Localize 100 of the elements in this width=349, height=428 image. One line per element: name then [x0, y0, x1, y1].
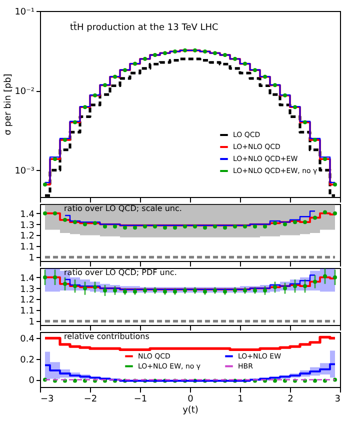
point: [113, 74, 117, 79]
point: [143, 224, 147, 228]
point: [93, 93, 97, 98]
point: [133, 62, 137, 66]
y-tick-label: 10⁻²: [14, 87, 35, 98]
x-tick-label: 2: [288, 394, 294, 404]
point: [323, 274, 327, 278]
point: [183, 48, 187, 52]
point: [293, 284, 297, 288]
x-tick-label: −3: [40, 394, 54, 404]
y-tick-label: 1.2: [20, 232, 34, 242]
x-tick-label: 0: [188, 394, 194, 404]
point: [243, 62, 247, 66]
point: [253, 68, 257, 72]
point: [313, 216, 317, 220]
y-tick-label: 1.2: [20, 296, 34, 306]
point: [73, 284, 77, 288]
y-tick-label: 1.4: [20, 274, 35, 284]
point: [213, 224, 217, 228]
point: [273, 83, 277, 88]
point: [303, 120, 307, 124]
point: [43, 275, 47, 280]
point: [333, 182, 337, 187]
point: [303, 220, 307, 224]
y-tick-label: 10⁻¹: [14, 8, 35, 18]
point: [103, 288, 107, 292]
y-tick-label: 0.2: [20, 355, 34, 366]
point: [223, 226, 227, 230]
point: [83, 105, 87, 110]
chart-title: relative contributions: [64, 332, 150, 341]
point: [63, 282, 67, 286]
point: [273, 221, 277, 226]
point: [223, 53, 227, 57]
point: [113, 224, 117, 228]
point: [143, 56, 147, 61]
point: [103, 83, 107, 88]
point: [63, 138, 67, 142]
point: [93, 285, 97, 290]
point: [133, 226, 137, 230]
point: [173, 49, 177, 54]
y-tick-label: 1: [28, 254, 34, 264]
point: [273, 285, 277, 290]
point: [233, 224, 237, 228]
point: [53, 275, 57, 280]
point: [53, 211, 57, 216]
point: [333, 275, 337, 280]
point: [293, 105, 297, 110]
point: [213, 51, 217, 56]
point: [233, 56, 237, 61]
point: [163, 51, 167, 56]
point: [123, 226, 127, 230]
point: [313, 138, 317, 142]
x-tick-label: −2: [84, 394, 98, 404]
point: [83, 222, 87, 226]
point: [173, 226, 177, 230]
point: [263, 74, 267, 79]
point: [53, 157, 57, 162]
point: [293, 220, 297, 224]
text: tt̄H production at the 13 TeV LHC: [70, 21, 218, 33]
y-tick-label: 1.3: [20, 220, 34, 231]
chart-title: ratio over LO QCD; scale unc.: [64, 204, 182, 213]
point: [283, 222, 287, 226]
x-tick-label: 1: [238, 394, 244, 404]
x-tick-label: −1: [134, 394, 148, 404]
y-tick-label: 10⁻³: [14, 166, 35, 177]
point: [93, 221, 97, 226]
point: [323, 157, 327, 162]
point: [73, 120, 77, 124]
point: [163, 226, 167, 230]
point: [103, 224, 107, 228]
point: [83, 286, 87, 290]
point: [203, 226, 207, 230]
point: [203, 49, 207, 54]
point: [303, 284, 307, 288]
point: [333, 211, 337, 216]
point: [283, 286, 287, 290]
y-tick-label: 1: [28, 318, 34, 328]
y-tick-label: 1.1: [20, 306, 34, 317]
point: [43, 211, 47, 216]
y-tick-label: 0.4: [20, 334, 35, 345]
x-tick-label: 3: [334, 394, 340, 404]
y-tick-label: 1.3: [20, 284, 34, 295]
point: [323, 210, 327, 214]
point: [253, 224, 257, 228]
point: [183, 224, 187, 228]
point: [283, 93, 287, 98]
point: [63, 218, 67, 222]
y-axis-title: σ per bin [pb]: [4, 74, 14, 136]
point: [113, 288, 117, 292]
point: [313, 280, 317, 284]
point: [243, 224, 247, 228]
x-axis-title: y(t): [182, 406, 198, 416]
point: [73, 220, 77, 224]
point: [153, 53, 157, 57]
point: [263, 288, 267, 292]
y-tick-label: 0: [28, 376, 35, 386]
y-tick-label: 1.1: [20, 242, 34, 253]
point: [193, 224, 197, 228]
point: [153, 224, 157, 228]
point: [123, 68, 127, 72]
